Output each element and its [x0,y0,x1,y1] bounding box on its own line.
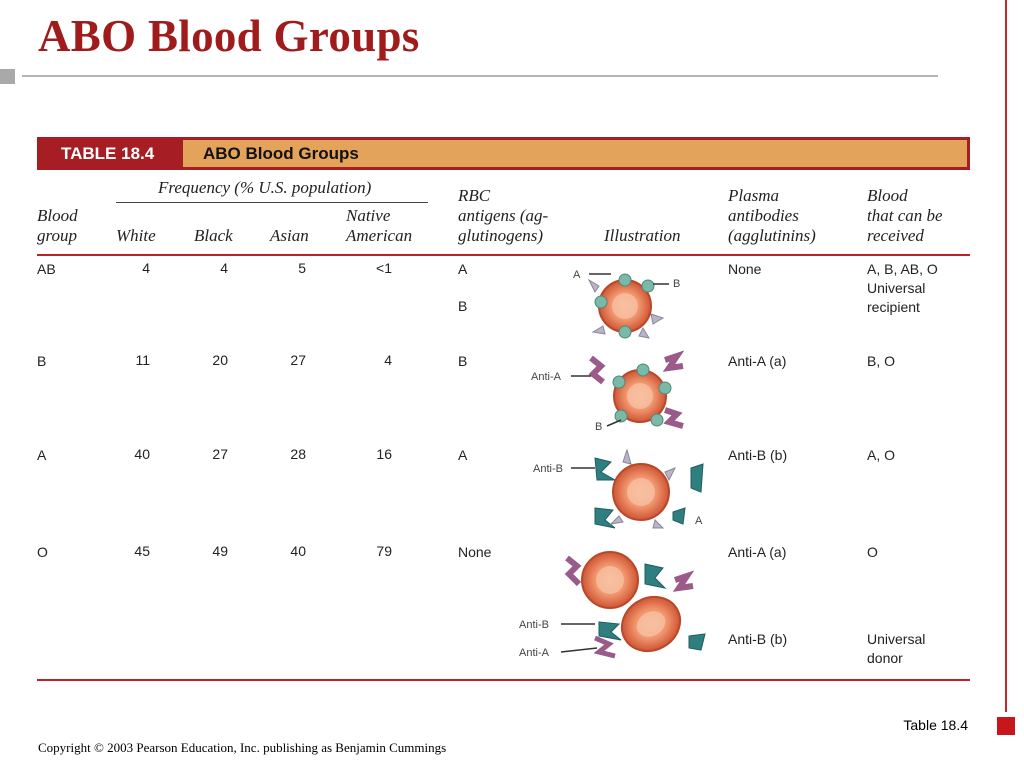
row-b-antigen: B [458,353,468,369]
title-underline [22,75,938,77]
table-bottom-rule [37,679,970,681]
label-a-a: A [695,515,703,527]
row-b-asian: 27 [290,352,306,368]
row-b-native: 4 [384,352,392,368]
row-ab-received: A, B, AB, O Universal recipient [867,261,938,315]
row-o-antibodies-2: Anti-B (b) [728,631,788,647]
row-o-native: 79 [376,543,392,559]
table-title: ABO Blood Groups [203,144,359,163]
frequency-group-rule [116,202,428,203]
copyright-notice: Copyright © 2003 Pearson Education, Inc.… [38,740,447,755]
row-ab-group: AB [37,261,56,277]
row-o-antigen: None [458,544,492,560]
table-number: TABLE 18.4 [61,144,155,163]
label-b-b: B [595,421,602,433]
header-plasma-antibodies: Plasma antibodies (agglutinins) [728,186,816,245]
row-o-asian: 40 [290,543,306,559]
header-bottom-rule [37,254,970,256]
row-a-antibodies: Anti-B (b) [728,447,788,463]
label-a-anti-b: Anti-B [533,463,563,475]
row-ab-antigen-b: B [458,298,468,314]
row-b-received: B, O [867,353,896,369]
label-ab-a: A [573,269,581,281]
row-a-group: A [37,447,47,463]
row-b-white: 11 [135,352,150,368]
row-ab-white: 4 [142,260,150,276]
row-ab-asian: 5 [298,260,306,276]
row-ab-black: 4 [220,260,228,276]
header-rbc-antigens: RBC antigens (ag- glutinogens) [458,186,549,245]
rbc-ab-icon [587,273,669,339]
rbc-o-icon [560,551,706,659]
label-ab-b: B [673,278,680,290]
row-ab-antigen-a: A [458,261,468,277]
label-b-anti-a: Anti-A [531,371,562,383]
slide-caption: Table 18.4 [903,717,968,733]
header-white: White [116,226,156,245]
table-title-box: ABO Blood Groups [183,140,967,167]
row-a-native: 16 [376,446,392,462]
row-ab-antibodies: None [728,261,762,277]
header-blood-group: Blood group [37,206,78,245]
rbc-b-icon [571,350,685,429]
header-blood-received: Blood that can be received [867,186,943,245]
row-b-group: B [37,353,47,369]
table-banner: TABLE 18.4 ABO Blood Groups [37,137,970,170]
row-a-black: 27 [212,446,228,462]
row-o-group: O [37,544,48,560]
footer-square [997,717,1015,735]
header-frequency: Frequency (% U.S. population) [158,178,372,197]
row-b-antibodies: Anti-A (a) [728,353,787,369]
header-asian: Asian [270,226,309,245]
title-bullet-square [0,69,15,84]
row-a-received: A, O [867,447,896,463]
row-a-white: 40 [134,446,150,462]
header-black: Black [194,226,233,245]
row-o-antibodies-1: Anti-A (a) [728,544,787,560]
header-native-american: Native American [346,206,413,245]
row-ab-native: <1 [376,260,392,276]
rbc-a-icon [571,448,704,529]
row-o-white: 45 [134,543,150,559]
blood-cell-illustrations: A B Anti-A B Anti-B A [519,269,706,659]
right-border-line [1005,0,1007,712]
row-o-received-2: Universal donor [867,631,926,666]
header-illustration: Illustration [604,226,681,245]
slide-title: ABO Blood Groups [38,11,420,61]
row-a-asian: 28 [290,446,306,462]
label-o-anti-b: Anti-B [519,619,549,631]
row-o-black: 49 [212,543,228,559]
label-o-anti-a: Anti-A [519,647,550,659]
row-b-black: 20 [212,352,228,368]
row-o-received-1: O [867,544,878,560]
row-a-antigen: A [458,447,468,463]
